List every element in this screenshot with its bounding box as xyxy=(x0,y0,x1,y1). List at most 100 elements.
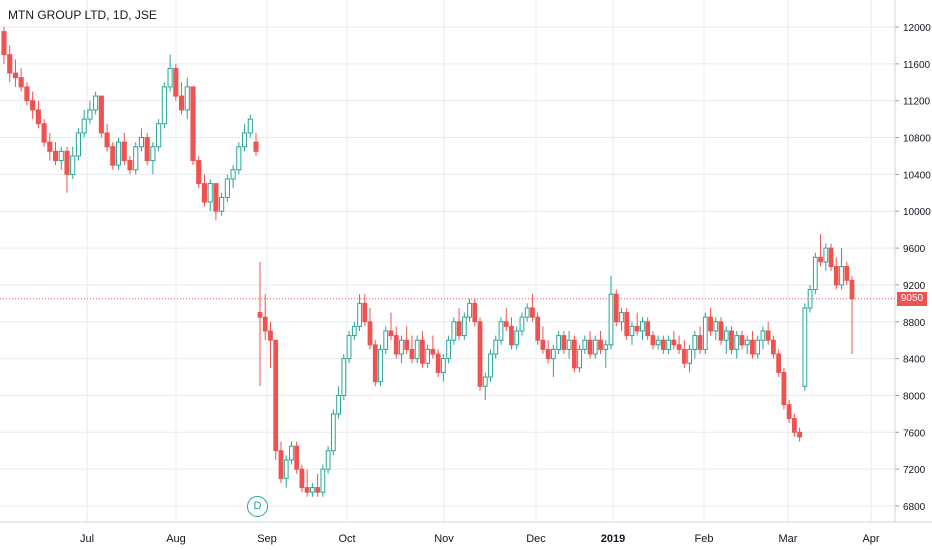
candle-body xyxy=(702,316,708,350)
y-tick-label: 9200 xyxy=(903,281,926,292)
candle-body xyxy=(514,330,520,346)
candle-body xyxy=(776,353,782,373)
candle-body xyxy=(144,137,150,162)
candle-body xyxy=(110,146,116,166)
candle-body xyxy=(556,335,562,350)
candle-body xyxy=(561,335,567,350)
candle-body xyxy=(304,487,310,493)
candle-body xyxy=(446,339,451,360)
candle-body xyxy=(697,335,703,350)
candle-body xyxy=(713,321,719,332)
candle-body xyxy=(184,86,190,111)
candle-body xyxy=(230,169,236,180)
candle-body xyxy=(603,344,609,350)
candle-body xyxy=(207,183,213,203)
candle-body xyxy=(577,348,582,369)
candle-body xyxy=(70,155,76,175)
x-tick-label: 2019 xyxy=(601,533,625,545)
candle-body xyxy=(812,256,818,291)
candle-body xyxy=(640,321,645,332)
candle-body xyxy=(253,141,259,152)
candle-body xyxy=(98,95,104,134)
candle-body xyxy=(634,325,640,332)
candle-body xyxy=(493,339,499,355)
candle-body xyxy=(1,31,7,56)
candle-body xyxy=(467,302,472,318)
candle-body xyxy=(41,123,47,143)
candle-body xyxy=(167,67,173,88)
candle-body xyxy=(383,330,389,350)
x-tick-label: Sep xyxy=(257,533,277,545)
candle-body xyxy=(330,413,336,452)
candle-body xyxy=(283,459,289,479)
y-tick-label: 11200 xyxy=(903,97,931,108)
candle-body xyxy=(833,266,839,286)
candle-body xyxy=(425,348,431,364)
candle-body xyxy=(75,132,82,157)
candle-body xyxy=(771,339,776,355)
candle-body xyxy=(30,100,36,111)
candle-body xyxy=(372,344,378,383)
candle-body xyxy=(823,247,829,263)
candle-body xyxy=(524,307,530,318)
candle-body xyxy=(399,339,404,355)
candle-body xyxy=(351,325,357,337)
candle-body xyxy=(378,348,383,383)
candle-body xyxy=(213,183,219,212)
candle-body xyxy=(367,321,373,346)
x-tick-label: Dec xyxy=(526,533,546,545)
x-tick-label: Oct xyxy=(338,533,355,545)
candle-body xyxy=(173,67,179,97)
candle-body xyxy=(608,293,614,346)
candle-body xyxy=(671,339,677,346)
y-tick-label: 8800 xyxy=(903,318,926,329)
candle-body xyxy=(645,321,651,337)
candle-body xyxy=(661,339,666,350)
candle-body xyxy=(257,312,263,318)
y-tick-label: 12000 xyxy=(903,23,931,34)
candle-body xyxy=(849,279,855,300)
candle-body xyxy=(156,123,162,148)
candle-body xyxy=(196,160,202,185)
candle-body xyxy=(388,330,394,337)
candle-body xyxy=(414,339,420,360)
candle-body xyxy=(503,321,509,327)
candle-body xyxy=(87,109,93,120)
y-tick-label: 6800 xyxy=(903,502,926,513)
candle-body xyxy=(545,348,551,360)
candle-body xyxy=(150,146,156,162)
dividend-marker[interactable]: D xyxy=(247,496,268,517)
candle-body xyxy=(498,321,504,341)
candle-body xyxy=(734,335,740,350)
candle-body xyxy=(461,316,467,337)
candle-body xyxy=(190,86,196,162)
candle-body xyxy=(519,316,525,332)
candle-body xyxy=(161,86,167,125)
candle-body xyxy=(729,330,734,350)
candle-body xyxy=(718,321,724,341)
candle-body xyxy=(571,339,577,369)
candle-body xyxy=(613,293,619,323)
candle-body xyxy=(7,54,13,74)
y-tick-label: 8000 xyxy=(903,391,926,402)
candle-body xyxy=(550,348,556,360)
candle-body xyxy=(18,77,24,88)
candle-body xyxy=(35,109,41,125)
candle-body xyxy=(58,150,64,162)
candle-body xyxy=(676,344,682,350)
candle-body xyxy=(744,339,750,346)
candle-body xyxy=(629,325,635,337)
candle-body xyxy=(477,321,483,387)
candle-body xyxy=(739,335,745,346)
x-tick-label: Jul xyxy=(80,533,94,545)
candle-body xyxy=(236,146,242,171)
candle-body xyxy=(488,353,493,378)
x-tick-label: Feb xyxy=(695,533,714,545)
candle-body xyxy=(310,487,315,493)
y-tick-label: 9600 xyxy=(903,244,926,255)
candle-body xyxy=(692,335,698,350)
candle-body xyxy=(430,348,436,355)
candle-body xyxy=(404,339,410,350)
candle-body xyxy=(598,339,603,350)
